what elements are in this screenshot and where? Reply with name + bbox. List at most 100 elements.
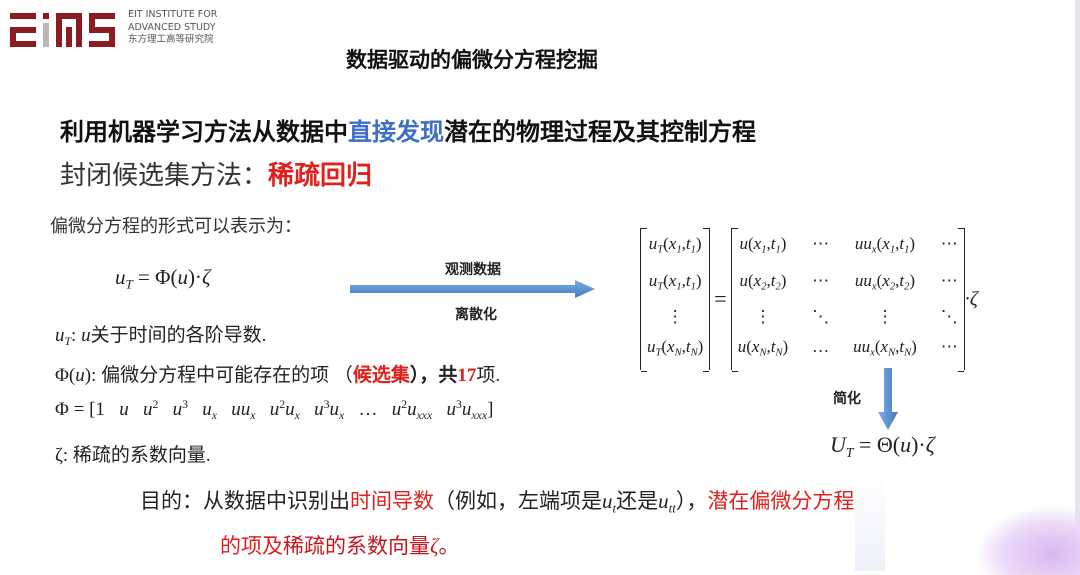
purpose-period: 。 — [438, 534, 460, 558]
math-base: x — [668, 270, 677, 290]
math-text: ⋯ — [940, 270, 958, 290]
math-text: ⋯ — [940, 234, 958, 253]
math-text: ( — [747, 234, 754, 253]
math-subscript: T — [125, 276, 133, 292]
math-symbol: uT — [648, 270, 664, 293]
math-base: uu — [853, 337, 871, 357]
math-subscript: 1 — [775, 244, 781, 256]
def-zeta-text: 稀疏的系数向量. — [72, 445, 211, 466]
math-subscript: 1 — [889, 244, 896, 256]
headline-2-pre: 封闭候选集方法： — [60, 161, 269, 191]
math-symbol: u — [75, 365, 85, 386]
math-subscript: 1 — [676, 281, 682, 293]
math-subscript: x — [211, 409, 217, 423]
purpose-time-derivative: 时间导数 — [350, 489, 434, 513]
logo-line-1: EIT INSTITUTE FOR — [128, 9, 218, 20]
math-subscript: 2 — [761, 281, 767, 293]
matrix-cell: ⋱ — [941, 305, 958, 329]
def-ut-text: 关于时间的各阶导数. — [90, 325, 267, 346]
def-zeta: ζ: 稀疏的系数向量. — [55, 440, 211, 467]
math-base: x — [882, 270, 890, 290]
math-symbol: UT — [830, 432, 853, 460]
purpose-terms: 的项及 — [220, 534, 283, 558]
logo-line-2: ADVANCED STUDY — [128, 21, 216, 33]
math-symbol: u3 — [446, 398, 462, 421]
math-subscript: 1 — [690, 244, 696, 256]
math-symbol: x1 — [753, 234, 767, 256]
math-base: u — [658, 489, 669, 513]
math-subscript: xxx — [416, 409, 433, 423]
lhs-cell: uT(xN,tN) — [647, 335, 703, 366]
math-superscript: 3 — [182, 398, 188, 411]
purpose-sparse-vector: 稀疏的系数向量 — [283, 534, 430, 558]
math-superscript: 2 — [401, 398, 408, 411]
math-subscript: x — [338, 409, 345, 423]
math-symbol: uT — [55, 325, 71, 348]
math-text: … — [344, 399, 392, 421]
math-symbol: u — [739, 234, 748, 253]
math-symbol: u2 — [391, 398, 408, 421]
matrix-cell: … — [812, 335, 829, 366]
math-subscript: 2 — [775, 281, 781, 293]
math-symbol: t1 — [686, 234, 696, 256]
math-symbol: t2 — [899, 271, 909, 293]
math-text: ( — [876, 234, 883, 253]
math-superscript: 3 — [456, 398, 462, 411]
right-arrow-icon — [350, 280, 595, 298]
math-text: ( — [663, 270, 669, 290]
math-base: x — [882, 234, 890, 253]
math-base: x — [753, 234, 762, 253]
math-text: ) — [909, 234, 916, 253]
math-symbol: x2 — [754, 271, 767, 293]
math-base: u — [446, 399, 457, 421]
math-base: u — [900, 432, 912, 457]
math-symbol: uux — [853, 337, 875, 359]
math-text: = Φ( — [132, 265, 178, 289]
matrix-cell: u(x2,t2) — [738, 269, 788, 300]
math-base: t — [685, 270, 691, 290]
def-phi: Φ(u): 偏微分方程中可能存在的项 （候选集），共17项. — [55, 360, 500, 387]
math-symbol: u — [119, 399, 129, 420]
def-ut: uT: u关于时间的各阶导数. — [55, 320, 266, 349]
math-base: t — [770, 234, 776, 253]
math-base: u — [285, 399, 295, 421]
math-base: u — [648, 270, 658, 290]
math-symbol: utt — [658, 489, 676, 516]
math-base: u — [75, 365, 85, 386]
matrix-cell: ⋮ — [853, 305, 917, 329]
math-subscript: N — [904, 348, 912, 360]
math-base: x — [668, 234, 677, 253]
math-subscript: T — [657, 244, 664, 256]
math-base: u — [739, 234, 748, 253]
math-base: u — [142, 399, 153, 421]
math-base: t — [899, 337, 905, 357]
math-subscript: N — [690, 348, 698, 360]
math-subscript: x — [250, 409, 256, 423]
matrix-cell: ⋯ — [812, 232, 829, 263]
math-base: u — [461, 399, 472, 421]
def-phi-candidate: 候选集 — [352, 365, 410, 386]
math-base: u — [648, 234, 658, 253]
math-superscript: 2 — [152, 398, 159, 411]
math-subscript: T — [657, 281, 664, 293]
math-text: , — [895, 337, 900, 357]
math-symbol: u — [900, 432, 911, 457]
math-text: ): — [84, 365, 102, 386]
math-symbol: x1 — [882, 234, 896, 256]
math-base: u — [391, 399, 402, 421]
phi-vector: Φ = [1 u u2 u3 ux uux u2ux u3ux … u2uxxx… — [55, 398, 493, 423]
math-base: ζ — [430, 534, 439, 558]
math-symbol: ux — [202, 399, 217, 423]
math-text: ) — [780, 234, 787, 253]
math-base: t — [685, 337, 691, 357]
arrow-label-discretize: 离散化 — [455, 307, 497, 323]
math-text: ( — [746, 337, 752, 357]
math-text — [432, 399, 446, 420]
matrix-cell: ⋯ — [941, 269, 958, 300]
math-text: ) — [695, 270, 702, 290]
simplify-label: 简化 — [833, 391, 861, 407]
lhs-cell: ⋮ — [647, 305, 703, 329]
math-symbol: u2 — [142, 398, 159, 421]
math-text: = Θ( — [853, 432, 901, 457]
math-symbol: ζ — [926, 432, 935, 457]
